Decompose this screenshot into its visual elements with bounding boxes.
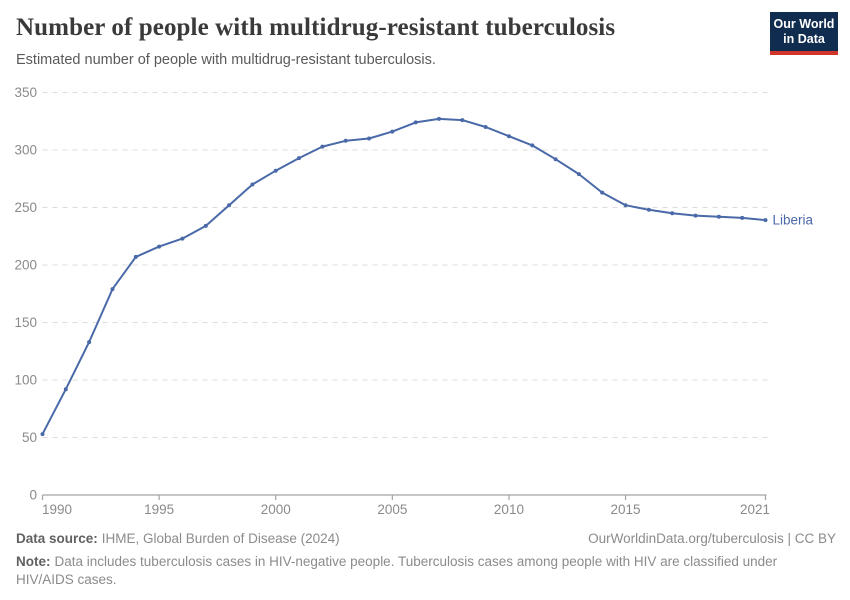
page-title: Number of people with multidrug-resistan… bbox=[16, 14, 616, 41]
data-source-text: IHME, Global Burden of Disease (2024) bbox=[101, 531, 340, 546]
y-tick-label: 0 bbox=[29, 488, 37, 503]
owid-url-link[interactable]: OurWorldinData.org/tuberculosis | CC BY bbox=[588, 531, 836, 546]
x-tick-label: 2000 bbox=[261, 502, 291, 517]
owid-logo-line2: in Data bbox=[783, 32, 825, 46]
data-source-line: Data source: IHME, Global Burden of Disea… bbox=[16, 530, 340, 548]
data-point bbox=[343, 138, 348, 143]
note-text: Data includes tuberculosis cases in HIV-… bbox=[16, 554, 778, 587]
x-tick-label: 1995 bbox=[144, 502, 174, 517]
entity-label: Liberia bbox=[773, 213, 814, 228]
data-point bbox=[576, 172, 581, 177]
data-point bbox=[740, 215, 745, 220]
owid-logo[interactable]: Our World in Data bbox=[770, 12, 838, 55]
data-point bbox=[600, 190, 605, 195]
data-point bbox=[273, 168, 278, 173]
data-point bbox=[483, 125, 488, 129]
data-point bbox=[297, 156, 301, 161]
data-point bbox=[250, 182, 255, 187]
data-source-label: Data source: bbox=[16, 531, 98, 546]
data-point bbox=[646, 207, 651, 212]
data-point bbox=[437, 116, 441, 121]
data-point bbox=[530, 143, 535, 148]
data-point bbox=[203, 223, 208, 228]
x-tick-label: 2015 bbox=[611, 502, 641, 517]
x-tick-label: 2005 bbox=[377, 502, 407, 517]
data-point bbox=[763, 218, 768, 223]
data-point bbox=[157, 244, 162, 249]
note-label: Note: bbox=[16, 554, 51, 569]
data-point bbox=[133, 254, 138, 259]
y-tick-label: 200 bbox=[14, 258, 37, 273]
data-point bbox=[110, 287, 115, 292]
data-point bbox=[390, 129, 395, 134]
y-tick-label: 100 bbox=[14, 373, 37, 388]
data-point bbox=[507, 134, 511, 139]
data-point bbox=[716, 214, 721, 219]
x-tick-label: 2010 bbox=[494, 502, 524, 517]
y-tick-label: 250 bbox=[14, 200, 37, 215]
chart-subtitle: Estimated number of people with multidru… bbox=[16, 52, 436, 68]
data-point bbox=[460, 118, 465, 123]
data-point bbox=[63, 387, 68, 392]
data-point bbox=[367, 136, 371, 141]
data-point bbox=[320, 144, 325, 149]
y-tick-label: 150 bbox=[14, 315, 37, 330]
chart-footer: Data source: IHME, Global Burden of Disea… bbox=[16, 530, 836, 589]
data-point bbox=[87, 340, 92, 345]
chart-line bbox=[41, 117, 767, 436]
owid-logo-line1: Our World bbox=[773, 17, 835, 31]
data-point bbox=[413, 120, 418, 125]
data-point bbox=[180, 236, 185, 241]
data-point bbox=[553, 157, 558, 162]
data-point bbox=[693, 213, 698, 218]
data-point bbox=[227, 203, 232, 208]
data-point bbox=[40, 432, 45, 437]
y-tick-label: 300 bbox=[14, 143, 37, 158]
y-tick-label: 50 bbox=[22, 430, 37, 445]
x-tick-label: 1990 bbox=[42, 502, 72, 517]
x-tick-label: 2021 bbox=[740, 502, 770, 517]
y-tick-label: 350 bbox=[14, 85, 37, 100]
data-point bbox=[623, 203, 628, 208]
data-point bbox=[670, 211, 675, 216]
